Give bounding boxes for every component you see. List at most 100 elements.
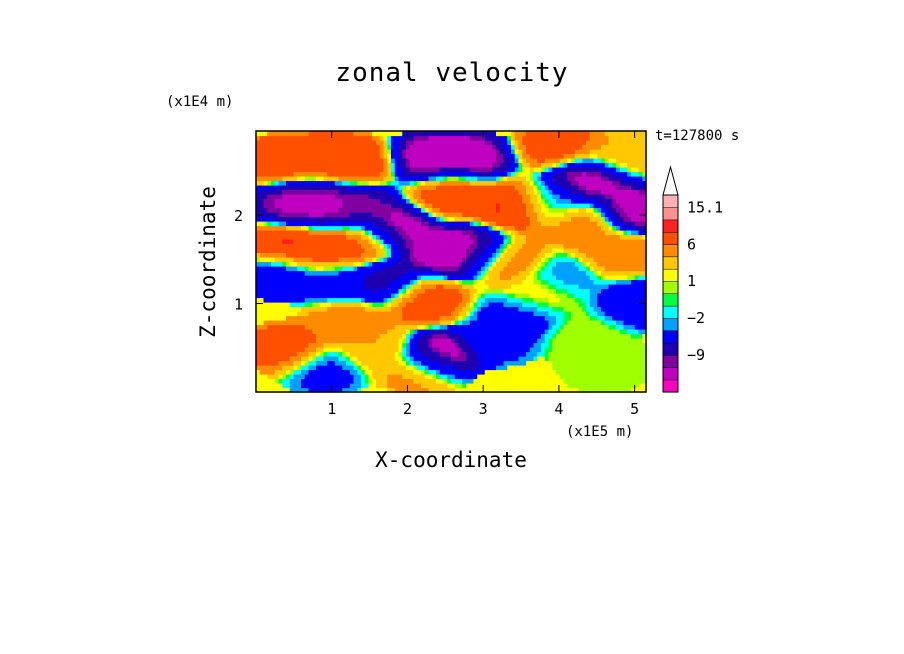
heatmap-cell — [289, 261, 295, 267]
heatmap-cell — [301, 329, 306, 335]
heatmap-cell — [492, 239, 497, 245]
heatmap-cell — [533, 252, 538, 258]
heatmap-cell — [492, 225, 497, 231]
heatmap-cell — [514, 153, 520, 159]
heatmap-cell — [383, 162, 388, 168]
heatmap-cell — [492, 284, 497, 290]
heatmap-cell — [507, 365, 512, 371]
heatmap-cell — [574, 212, 580, 218]
heatmap-cell — [394, 194, 400, 200]
heatmap-cell — [346, 324, 351, 330]
heatmap-cell — [383, 347, 388, 353]
heatmap-cell — [462, 207, 467, 213]
heatmap-cell — [458, 356, 463, 362]
heatmap-cell — [357, 284, 362, 290]
heatmap-cell — [323, 360, 328, 366]
heatmap-cell — [274, 189, 280, 195]
heatmap-cell — [368, 293, 373, 299]
heatmap-cell — [357, 320, 362, 326]
heatmap-cell — [417, 270, 422, 276]
heatmap-cell — [256, 315, 261, 321]
heatmap-cell — [331, 284, 336, 290]
heatmap-cell — [421, 329, 426, 335]
heatmap-cell — [469, 207, 475, 213]
heatmap-cell — [286, 306, 291, 312]
heatmap-cell — [496, 329, 501, 335]
heatmap-cell — [567, 306, 572, 312]
heatmap-cell — [439, 230, 445, 236]
heatmap-cell — [567, 320, 572, 326]
heatmap-cell — [424, 347, 430, 353]
heatmap-cell — [522, 162, 527, 168]
heatmap-cell — [481, 230, 486, 236]
heatmap-cell — [567, 230, 572, 236]
heatmap-cell — [421, 167, 426, 173]
heatmap-cell — [507, 207, 512, 213]
heatmap-cell — [413, 288, 418, 294]
heatmap-cell — [436, 302, 441, 308]
heatmap-cell — [282, 320, 287, 326]
heatmap-cell — [263, 369, 268, 375]
heatmap-cell — [398, 279, 403, 285]
heatmap-cell — [274, 315, 280, 321]
heatmap-cell — [353, 275, 358, 281]
heatmap-cell — [327, 243, 332, 249]
heatmap-cell — [428, 131, 433, 137]
heatmap-cell — [556, 185, 561, 191]
heatmap-cell — [481, 333, 486, 339]
heatmap-cell — [308, 162, 313, 168]
heatmap-cell — [571, 270, 576, 276]
heatmap-cell — [312, 203, 317, 209]
heatmap-cell — [413, 315, 418, 321]
heatmap-cell — [263, 315, 268, 321]
heatmap-cell — [387, 230, 392, 236]
heatmap-cell — [544, 185, 550, 191]
heatmap-cell — [409, 306, 415, 312]
heatmap-cell — [466, 338, 471, 344]
heatmap-cell — [379, 207, 385, 213]
heatmap-cell — [372, 306, 377, 312]
heatmap-cell — [541, 302, 546, 308]
heatmap-cell — [548, 180, 553, 186]
heatmap-cell — [541, 248, 546, 254]
heatmap-cell — [529, 270, 535, 276]
heatmap-cell — [477, 194, 482, 200]
heatmap-cell — [571, 288, 576, 294]
heatmap-cell — [514, 266, 520, 272]
heatmap-cell — [346, 144, 351, 150]
heatmap-cell — [473, 135, 478, 141]
heatmap-cell — [323, 369, 328, 375]
heatmap-cell — [432, 306, 437, 312]
heatmap-cell — [319, 329, 325, 335]
heatmap-cell — [413, 230, 418, 236]
heatmap-cell — [327, 365, 332, 371]
heatmap-cell — [466, 252, 471, 258]
heatmap-cell — [443, 167, 448, 173]
heatmap-cell — [342, 306, 347, 312]
heatmap-cell — [376, 311, 381, 317]
heatmap-cell — [559, 239, 565, 245]
heatmap-cell — [409, 320, 415, 326]
heatmap-cell — [353, 221, 358, 227]
heatmap-cell — [481, 311, 486, 317]
heatmap-cell — [451, 324, 456, 330]
heatmap-cell — [529, 158, 535, 164]
heatmap-cell — [424, 248, 430, 254]
heatmap-cell — [319, 257, 325, 263]
heatmap-cell — [424, 302, 430, 308]
heatmap-cell — [372, 387, 377, 393]
heatmap-cell — [308, 329, 313, 335]
heatmap-cell — [484, 297, 490, 303]
heatmap-cell — [563, 266, 568, 272]
heatmap-cell — [387, 266, 392, 272]
heatmap-cell — [297, 185, 302, 191]
heatmap-cell — [368, 329, 373, 335]
heatmap-cell — [424, 329, 430, 335]
heatmap-cell — [571, 171, 576, 177]
heatmap-cell — [278, 234, 283, 240]
heatmap-cell — [364, 221, 370, 227]
heatmap-cell — [319, 342, 325, 348]
heatmap-cell — [338, 306, 343, 312]
heatmap-cell — [481, 261, 486, 267]
heatmap-cell — [334, 306, 340, 312]
